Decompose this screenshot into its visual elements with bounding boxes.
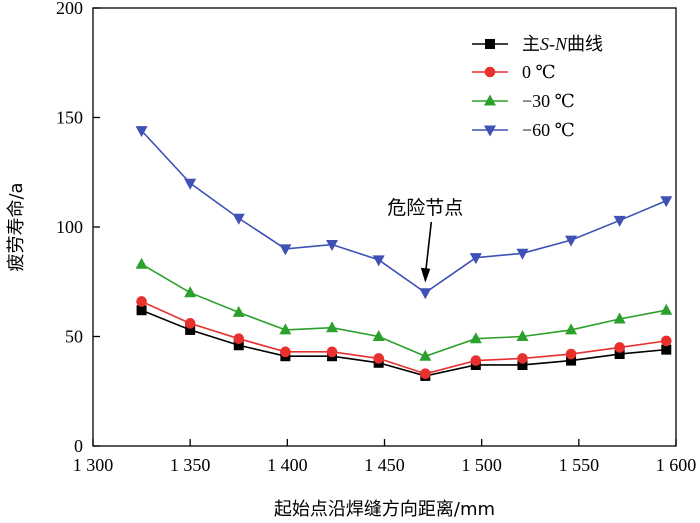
series-line bbox=[140, 130, 667, 294]
series-layer bbox=[135, 126, 673, 381]
y-tick-label: 0 bbox=[74, 436, 83, 456]
data-point bbox=[565, 348, 577, 360]
series-line bbox=[141, 309, 667, 377]
legend-marker bbox=[484, 125, 496, 137]
annotation-arrow-line bbox=[425, 221, 433, 271]
y-axis-title: 疲劳寿命/a bbox=[6, 182, 27, 271]
data-point bbox=[660, 196, 673, 208]
data-point bbox=[326, 240, 339, 252]
data-point bbox=[280, 346, 291, 358]
legend-label-minus30c: −30 ℃ bbox=[522, 91, 575, 111]
x-tick-label: 1 350 bbox=[170, 455, 211, 475]
data-point bbox=[136, 305, 147, 316]
legend-label-main-sn: 主S-N曲线 bbox=[522, 34, 603, 54]
data-point bbox=[232, 213, 245, 225]
legend-marker bbox=[484, 66, 496, 78]
data-point bbox=[372, 330, 385, 341]
data-point bbox=[565, 323, 578, 335]
y-tick-label: 200 bbox=[56, 0, 83, 18]
legend-suffix: 曲线 bbox=[567, 34, 603, 54]
data-point bbox=[660, 303, 673, 315]
legend-item-minus30c: −30 ℃ bbox=[472, 91, 575, 111]
data-point bbox=[614, 342, 625, 353]
x-tick-label: 1 450 bbox=[364, 455, 405, 475]
data-point bbox=[185, 324, 196, 335]
data-point bbox=[469, 253, 482, 265]
data-point bbox=[233, 333, 245, 344]
data-point bbox=[566, 355, 577, 366]
data-point bbox=[516, 248, 529, 260]
legend-item-0c: 0 ℃ bbox=[472, 62, 556, 82]
y-tick-label: 150 bbox=[56, 108, 83, 128]
data-point bbox=[373, 353, 384, 364]
legend-prefix: 主 bbox=[522, 34, 540, 54]
series-0 bbox=[136, 305, 672, 381]
x-tick-label: 1 500 bbox=[461, 455, 502, 475]
legend-marker bbox=[485, 39, 495, 49]
data-point bbox=[135, 126, 148, 138]
annotation-arrow-head bbox=[420, 267, 431, 283]
legend-marker bbox=[484, 94, 496, 106]
x-tick-label: 1 550 bbox=[559, 455, 600, 475]
series-line bbox=[141, 263, 667, 358]
series-3 bbox=[135, 126, 673, 300]
data-point bbox=[419, 349, 432, 361]
legend-item-minus60c: −60 ℃ bbox=[472, 120, 575, 140]
data-point bbox=[419, 288, 432, 300]
data-point bbox=[372, 255, 385, 267]
data-point bbox=[279, 244, 292, 256]
annotation-label: 危险节点 bbox=[387, 197, 463, 219]
data-point bbox=[470, 355, 482, 366]
data-point bbox=[135, 257, 148, 269]
series-1 bbox=[136, 296, 672, 380]
data-point bbox=[613, 312, 626, 324]
data-point bbox=[184, 318, 196, 329]
plot-frame bbox=[92, 7, 677, 447]
data-point bbox=[614, 349, 625, 360]
data-point bbox=[184, 178, 197, 190]
x-tick-label: 1 300 bbox=[73, 455, 114, 475]
data-point bbox=[565, 235, 578, 247]
data-point bbox=[326, 346, 338, 358]
data-point bbox=[660, 335, 672, 347]
data-point bbox=[136, 296, 147, 307]
data-point bbox=[184, 286, 197, 298]
legend-italic: S-N bbox=[540, 34, 568, 54]
data-point bbox=[420, 368, 431, 380]
data-point bbox=[517, 353, 528, 364]
data-point bbox=[232, 305, 245, 317]
y-tick-label: 100 bbox=[56, 217, 83, 237]
x-tick-label: 1 400 bbox=[267, 455, 308, 475]
data-point bbox=[516, 330, 529, 341]
legend: 主S-N曲线 0 ℃ −30 ℃ −60 ℃ bbox=[472, 34, 603, 140]
data-point bbox=[613, 215, 626, 227]
x-tick-label: 1 600 bbox=[656, 455, 697, 475]
data-point bbox=[661, 344, 672, 355]
legend-label-0c: 0 ℃ bbox=[522, 62, 556, 82]
data-point bbox=[469, 332, 482, 344]
legend-label-minus60c: −60 ℃ bbox=[522, 120, 575, 140]
annotation-layer: 危险节点 bbox=[387, 197, 463, 283]
data-point bbox=[279, 323, 292, 335]
data-point bbox=[517, 359, 528, 370]
y-tick-label: 50 bbox=[65, 327, 83, 347]
series-line bbox=[141, 300, 667, 375]
series-2 bbox=[135, 257, 673, 361]
data-point bbox=[233, 340, 244, 351]
legend-item-main-sn: 主S-N曲线 bbox=[472, 34, 603, 54]
data-point bbox=[326, 321, 339, 333]
x-axis-title: 起始点沿焊缝方向距离/mm bbox=[274, 499, 495, 520]
axes: 1 300 1 350 1 400 1 450 1 500 1 550 1 600 0 50 10… bbox=[56, 0, 696, 475]
